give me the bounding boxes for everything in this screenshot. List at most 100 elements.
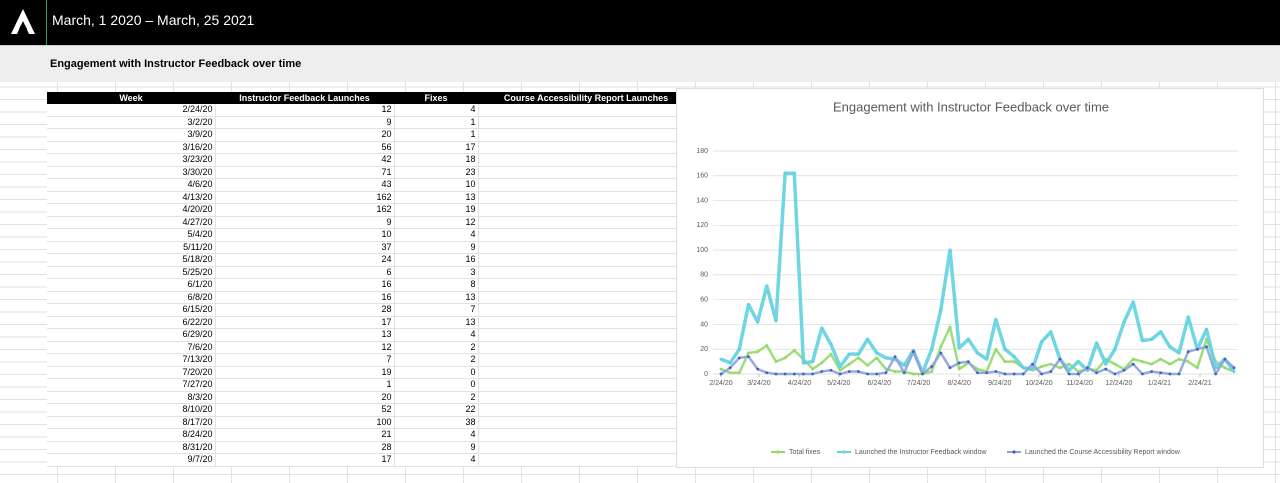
point [820, 370, 824, 373]
y-tick-label: 160 [696, 173, 708, 180]
table-cell: 20 [215, 391, 395, 404]
point [1076, 360, 1080, 364]
point [820, 326, 824, 330]
point [1012, 355, 1016, 359]
point [765, 284, 769, 288]
table-row: 5/18/20 24 16 3 [47, 253, 695, 267]
point [1131, 357, 1135, 361]
point [1076, 372, 1080, 376]
table-cell: 4/20/20 [47, 203, 216, 217]
point [921, 372, 924, 376]
point [1195, 347, 1199, 351]
table-cell: 0 [478, 316, 695, 329]
point [719, 357, 723, 361]
point [1140, 360, 1144, 364]
chart: Engagement with Instructor Feedback over… [676, 88, 1264, 468]
column-header: Instructor Feedback Launches [215, 92, 394, 104]
table-cell: 17 [215, 316, 395, 329]
point [1186, 360, 1190, 364]
point [1049, 370, 1053, 373]
table-cell: 1 [478, 353, 695, 367]
point [884, 356, 888, 360]
point [1232, 370, 1236, 373]
legend-label: Total fixes [789, 449, 821, 456]
point [1177, 357, 1181, 361]
point [1040, 372, 1044, 376]
point [1150, 337, 1153, 341]
point [1168, 362, 1172, 366]
table-row: 5/4/20 10 4 0 [47, 228, 695, 242]
table-cell: 7/20/20 [47, 366, 216, 379]
point [847, 362, 851, 366]
y-tick-label: 180 [696, 148, 708, 155]
point [765, 344, 769, 347]
table-cell: 12 [394, 216, 479, 229]
table-cell: 12 [215, 341, 395, 354]
table-cell: 2 [478, 278, 695, 292]
table-cell: 4 [394, 428, 479, 442]
table-cell: 18 [394, 153, 479, 167]
table-cell: 0 [394, 378, 479, 392]
point [875, 372, 879, 376]
point [994, 318, 998, 321]
table-row: 7/6/20 12 2 14 [47, 341, 695, 354]
point [1131, 300, 1135, 304]
point [976, 371, 979, 375]
table-cell: 16 [394, 253, 479, 267]
y-tick-label: 20 [700, 346, 708, 353]
point [994, 370, 998, 373]
table-cell: 1 [394, 128, 479, 142]
y-tick-label: 40 [700, 321, 708, 328]
point [792, 349, 796, 352]
table-row: 3/16/20 56 17 14 [47, 141, 695, 154]
point [829, 342, 833, 346]
point [1021, 372, 1025, 376]
point [774, 360, 778, 364]
table-cell: 8/17/20 [47, 416, 216, 429]
logo-icon [11, 9, 35, 34]
x-tick-label: 2/24/20 [709, 380, 732, 387]
table-cell: 4/27/20 [47, 216, 216, 229]
point [1021, 366, 1025, 370]
table-cell: 4/6/20 [47, 178, 216, 192]
point [1214, 372, 1218, 376]
table-cell: 24 [215, 253, 395, 267]
table-cell: 6/22/20 [47, 316, 216, 329]
point [930, 365, 934, 368]
point [1031, 362, 1034, 366]
x-tick-label: 8/24/20 [947, 380, 970, 387]
point [1168, 345, 1172, 349]
x-tick-label: 5/24/20 [827, 380, 850, 387]
table-row: 4/13/20 162 13 0 [47, 191, 695, 204]
y-tick-label: 80 [700, 272, 708, 279]
table-cell: 0 [478, 178, 695, 192]
table-cell: 17 [215, 453, 395, 467]
table-cell: 8/24/20 [47, 428, 216, 442]
table-cell: 13 [394, 316, 479, 329]
data-table: Week Instructor Feedback Launches Fixes Cou… [47, 92, 695, 467]
date-range[interactable]: March, 1 2020 – March, 25 2021 [52, 12, 255, 28]
point [1205, 328, 1208, 331]
table-cell: 8/10/20 [47, 403, 216, 417]
table-cell: 9/7/20 [47, 453, 216, 467]
point [1159, 330, 1163, 334]
table-row: 9/7/20 17 4 1 [47, 453, 695, 467]
table-row: 6/22/20 17 13 0 [47, 316, 695, 329]
table-cell: 8/3/20 [47, 391, 216, 404]
point [1150, 362, 1153, 366]
point [783, 171, 787, 175]
point [783, 372, 787, 376]
title-bar: Engagement with Instructor Feedback over… [0, 45, 1280, 82]
point [857, 356, 860, 360]
table-row: 3/23/20 42 18 4 [47, 153, 695, 167]
logo[interactable] [0, 0, 47, 45]
table-cell: 5/25/20 [47, 266, 216, 279]
table-row: 5/11/20 37 9 2 [47, 241, 695, 254]
point [1131, 362, 1135, 366]
table-cell: 0 [478, 378, 695, 392]
point [792, 171, 796, 175]
table-cell: 3/16/20 [47, 141, 216, 154]
x-tick-label: 12/24/20 [1105, 380, 1132, 387]
table-cell: 2 [394, 353, 479, 367]
table-cell: 22 [394, 403, 479, 417]
